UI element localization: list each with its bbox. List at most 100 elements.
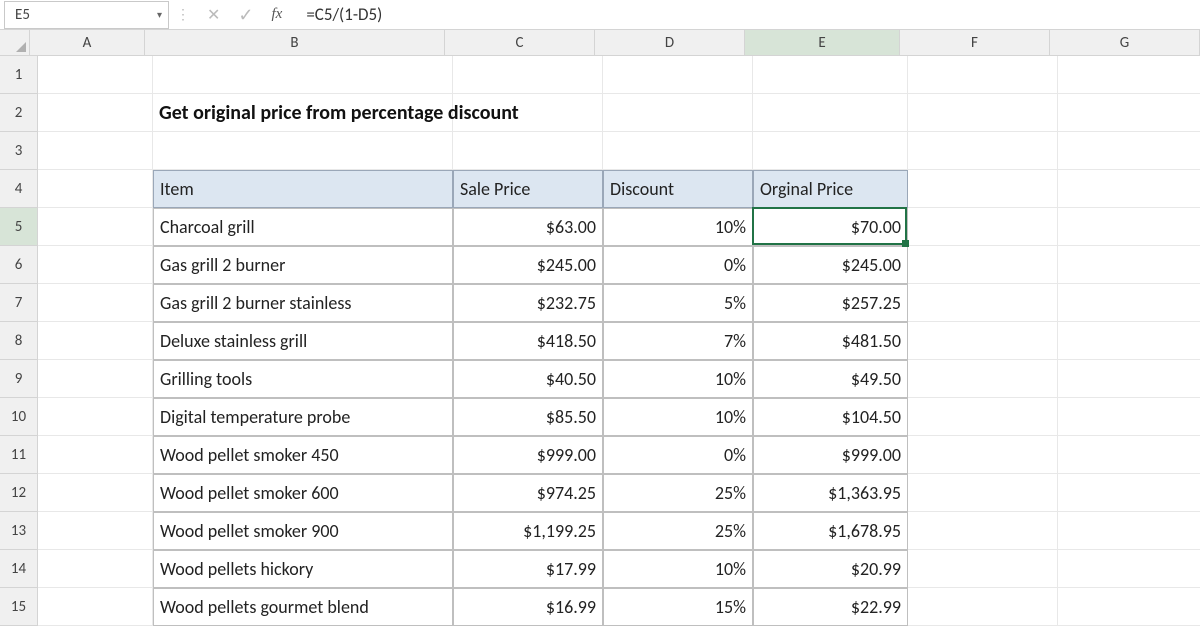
table-cell-original[interactable]: $999.00: [753, 436, 908, 474]
table-cell-sale[interactable]: $1,199.25: [453, 512, 603, 550]
fx-icon[interactable]: fx: [272, 6, 283, 23]
table-cell-original[interactable]: $22.99: [753, 588, 908, 626]
table-cell-original[interactable]: $104.50: [753, 398, 908, 436]
name-box[interactable]: E5 ▾: [4, 1, 169, 29]
cell-G11[interactable]: [1058, 436, 1200, 474]
cell-E2[interactable]: [753, 94, 908, 132]
cell-G10[interactable]: [1058, 398, 1200, 436]
cell-C1[interactable]: [453, 56, 603, 94]
col-header-F[interactable]: F: [900, 30, 1050, 56]
table-header-discount[interactable]: Discount: [603, 170, 753, 208]
cell-F4[interactable]: [908, 170, 1058, 208]
col-header-A[interactable]: A: [30, 30, 145, 56]
row-header-11[interactable]: 11: [0, 436, 38, 474]
cell-A5[interactable]: [38, 208, 153, 246]
table-cell-sale[interactable]: $232.75: [453, 284, 603, 322]
table-cell-discount[interactable]: 0%: [603, 436, 753, 474]
cancel-icon[interactable]: ✕: [207, 5, 220, 25]
table-cell-discount[interactable]: 15%: [603, 588, 753, 626]
cell-F3[interactable]: [908, 132, 1058, 170]
cell-G13[interactable]: [1058, 512, 1200, 550]
table-cell-discount[interactable]: 10%: [603, 550, 753, 588]
cell-E1[interactable]: [753, 56, 908, 94]
cell-A1[interactable]: [38, 56, 153, 94]
table-cell-original[interactable]: $1,678.95: [753, 512, 908, 550]
table-cell-item[interactable]: Wood pellet smoker 450: [153, 436, 453, 474]
cell-A11[interactable]: [38, 436, 153, 474]
table-cell-sale[interactable]: $974.25: [453, 474, 603, 512]
cell-F7[interactable]: [908, 284, 1058, 322]
row-header-13[interactable]: 13: [0, 512, 38, 550]
cell-A6[interactable]: [38, 246, 153, 284]
row-header-1[interactable]: 1: [0, 56, 38, 94]
col-header-G[interactable]: G: [1050, 30, 1200, 56]
cell-G4[interactable]: [1058, 170, 1200, 208]
cell-A12[interactable]: [38, 474, 153, 512]
formula-input[interactable]: =C5/(1-D5): [292, 4, 1200, 25]
table-cell-item[interactable]: Wood pellets gourmet blend: [153, 588, 453, 626]
table-cell-discount[interactable]: 0%: [603, 246, 753, 284]
table-cell-sale[interactable]: $63.00: [453, 208, 603, 246]
cell-F13[interactable]: [908, 512, 1058, 550]
table-header-original[interactable]: Orginal Price: [753, 170, 908, 208]
cell-G1[interactable]: [1058, 56, 1200, 94]
cell-B3[interactable]: [153, 132, 453, 170]
table-cell-discount[interactable]: 5%: [603, 284, 753, 322]
cell-E3[interactable]: [753, 132, 908, 170]
table-cell-sale[interactable]: $85.50: [453, 398, 603, 436]
col-header-E[interactable]: E: [745, 30, 900, 56]
table-cell-sale[interactable]: $17.99: [453, 550, 603, 588]
row-header-2[interactable]: 2: [0, 94, 38, 132]
row-header-15[interactable]: 15: [0, 588, 38, 626]
cell-F15[interactable]: [908, 588, 1058, 626]
row-header-5[interactable]: 5: [0, 208, 38, 246]
row-header-4[interactable]: 4: [0, 170, 38, 208]
row-header-9[interactable]: 9: [0, 360, 38, 398]
cell-A9[interactable]: [38, 360, 153, 398]
cell-F14[interactable]: [908, 550, 1058, 588]
table-cell-discount[interactable]: 10%: [603, 398, 753, 436]
cell-G2[interactable]: [1058, 94, 1200, 132]
cell-A2[interactable]: [38, 94, 153, 132]
cell-A8[interactable]: [38, 322, 153, 360]
cell-F8[interactable]: [908, 322, 1058, 360]
cell-G12[interactable]: [1058, 474, 1200, 512]
table-cell-sale[interactable]: $999.00: [453, 436, 603, 474]
cell-A10[interactable]: [38, 398, 153, 436]
table-cell-sale[interactable]: $40.50: [453, 360, 603, 398]
table-cell-item[interactable]: Wood pellet smoker 900: [153, 512, 453, 550]
cell-F6[interactable]: [908, 246, 1058, 284]
cell-G8[interactable]: [1058, 322, 1200, 360]
page-title[interactable]: Get original price from percentage disco…: [153, 94, 453, 132]
row-header-14[interactable]: 14: [0, 550, 38, 588]
row-header-3[interactable]: 3: [0, 132, 38, 170]
cell-F11[interactable]: [908, 436, 1058, 474]
cell-A15[interactable]: [38, 588, 153, 626]
table-cell-item[interactable]: Charcoal grill: [153, 208, 453, 246]
cell-D2[interactable]: [603, 94, 753, 132]
cell-A3[interactable]: [38, 132, 153, 170]
col-header-D[interactable]: D: [595, 30, 745, 56]
table-cell-original[interactable]: $257.25: [753, 284, 908, 322]
cell-C3[interactable]: [453, 132, 603, 170]
cell-G6[interactable]: [1058, 246, 1200, 284]
table-cell-discount[interactable]: 7%: [603, 322, 753, 360]
table-cell-original[interactable]: $481.50: [753, 322, 908, 360]
cell-F12[interactable]: [908, 474, 1058, 512]
cell-G5[interactable]: [1058, 208, 1200, 246]
table-cell-item[interactable]: Gas grill 2 burner: [153, 246, 453, 284]
table-cell-original[interactable]: $245.00: [753, 246, 908, 284]
table-cell-discount[interactable]: 10%: [603, 360, 753, 398]
table-cell-discount[interactable]: 25%: [603, 512, 753, 550]
cell-G7[interactable]: [1058, 284, 1200, 322]
col-header-B[interactable]: B: [145, 30, 445, 56]
table-header-item[interactable]: Item: [153, 170, 453, 208]
table-cell-item[interactable]: Grilling tools: [153, 360, 453, 398]
table-cell-original[interactable]: $49.50: [753, 360, 908, 398]
cell-G3[interactable]: [1058, 132, 1200, 170]
table-cell-item[interactable]: Digital temperature probe: [153, 398, 453, 436]
enter-icon[interactable]: ✓: [238, 4, 253, 26]
table-cell-discount[interactable]: 10%: [603, 208, 753, 246]
row-header-7[interactable]: 7: [0, 284, 38, 322]
table-cell-item[interactable]: Gas grill 2 burner stainless: [153, 284, 453, 322]
